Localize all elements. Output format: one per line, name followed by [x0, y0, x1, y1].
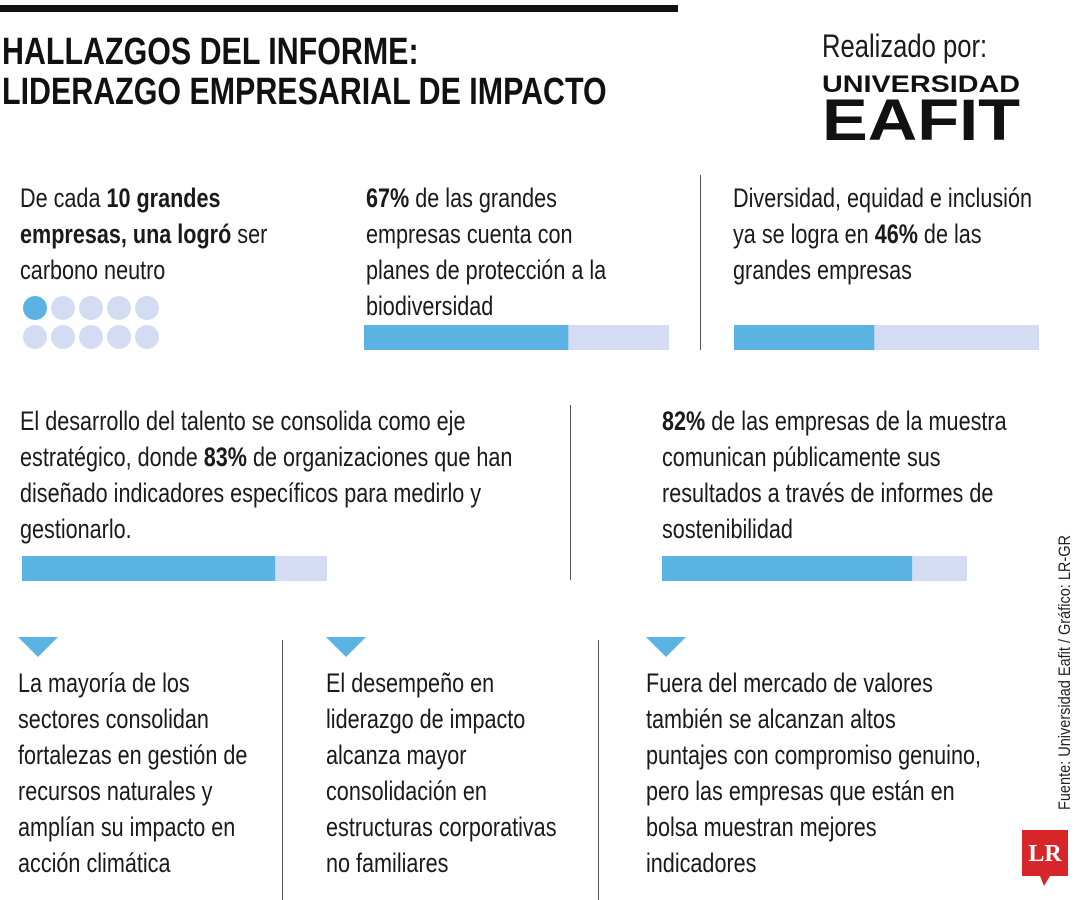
dot — [23, 296, 47, 320]
brand-logo: LR — [1022, 830, 1068, 886]
divider — [570, 405, 571, 580]
bar — [22, 556, 276, 581]
marker — [18, 637, 58, 657]
bar — [662, 556, 913, 581]
dot — [79, 296, 103, 320]
finding-text: 67% de las grandes empresas cuenta con p… — [366, 180, 611, 324]
marker — [646, 637, 686, 657]
dot — [23, 325, 47, 349]
progress-bar — [364, 325, 669, 350]
logo: UNIVERSIDAD EAFIT — [822, 71, 1020, 150]
divider — [700, 175, 701, 350]
brand-text: LR — [1028, 841, 1062, 867]
note-text: El desempeño en liderazgo de impacto alc… — [326, 668, 557, 878]
source-text: Fuente: Universidad Eafit / Gráfico: LR-… — [1055, 535, 1074, 810]
text-emphasis: 67% — [366, 183, 410, 213]
finding-text: El desarrollo del talento se consolida c… — [20, 403, 530, 547]
dot — [135, 325, 159, 349]
text-emphasis: 82% — [662, 406, 706, 436]
divider — [282, 640, 283, 900]
text-run: Diversidad, equidad e inclusión ya se lo… — [733, 183, 1032, 249]
text-run: El desarrollo del talento se consolida c… — [20, 406, 466, 472]
text-run: ser carbono neutro — [20, 219, 268, 285]
text-run: de las grandes empresas cuenta con plane… — [366, 183, 607, 321]
source: Fuente: Universidad Eafit / Gráfico: LR-… — [1055, 535, 1074, 810]
note-text: Fuera del mercado de valores también se … — [646, 668, 982, 878]
finding-text: 82% de las empresas de la muestra comuni… — [662, 403, 1032, 547]
top-rule — [0, 5, 678, 12]
logo-line: EAFIT — [822, 88, 1020, 150]
divider — [598, 640, 599, 900]
dot — [107, 325, 131, 349]
title-line: HALLAZGOS DEL INFORME: — [2, 31, 419, 73]
finding-text: Diversidad, equidad e inclusión ya se lo… — [733, 180, 1043, 288]
dot — [107, 296, 131, 320]
bar — [734, 325, 875, 350]
dot — [79, 325, 103, 349]
marker — [326, 637, 366, 657]
progress-bar — [22, 556, 327, 581]
text-run: de las grandes empresas — [733, 219, 982, 285]
dot — [51, 325, 75, 349]
dot-grid — [23, 296, 159, 349]
finding-text: De cada 10 grandes empresas, una logró s… — [20, 180, 300, 288]
text-emphasis: 10 grandes empresas, una logró — [20, 183, 232, 249]
credit: Realizado por: — [822, 28, 988, 64]
progress-bar — [662, 556, 967, 581]
title-line: LIDERAZGO EMPRESARIAL DE IMPACTO — [2, 71, 607, 113]
text-emphasis: 83% — [203, 442, 247, 472]
dot — [51, 296, 75, 320]
text-run: De cada — [20, 183, 107, 213]
progress-bar — [734, 325, 1039, 350]
title: HALLAZGOS DEL INFORME: LIDERAZGO EMPRESA… — [2, 32, 722, 112]
note-text: La mayoría de los sectores consolidan fo… — [18, 668, 248, 878]
bar — [364, 325, 569, 350]
text-run: de las empresas de la muestra comunican … — [662, 406, 1007, 544]
dot — [135, 296, 159, 320]
text-run: de organizaciones que han diseñado indic… — [20, 442, 513, 544]
text-emphasis: 46% — [874, 219, 918, 249]
logo-line: UNIVERSIDAD — [822, 71, 1020, 98]
